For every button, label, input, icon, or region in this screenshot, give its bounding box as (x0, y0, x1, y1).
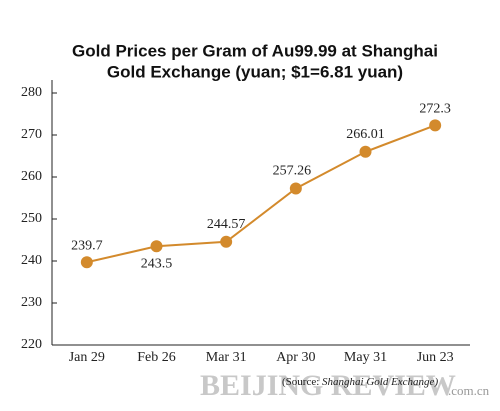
x-tick-label: Jan 29 (69, 350, 105, 365)
chart-title: Gold Prices per Gram of Au99.99 at Shang… (72, 41, 438, 60)
source: (Source: Shanghai Gold Exchange) (282, 376, 438, 388)
y-tick-label: 240 (21, 253, 42, 268)
value-label: 272.3 (419, 102, 451, 117)
y-tick-label: 250 (21, 211, 42, 226)
x-tick-label: Mar 31 (206, 350, 247, 365)
x-tick-label: Jun 23 (417, 350, 454, 365)
y-tick-label: 230 (21, 295, 42, 310)
value-label: 244.57 (207, 217, 246, 232)
marker (150, 240, 163, 253)
marker (220, 235, 233, 248)
watermark: BEIJING REVIEW (200, 369, 456, 402)
value-label: 243.5 (141, 257, 173, 272)
value-label: 239.7 (71, 238, 103, 253)
value-label: 266.01 (346, 127, 385, 142)
source-prefix: (Source: (282, 376, 322, 388)
y-tick-label: 270 (21, 127, 42, 142)
line (86, 124, 436, 264)
watermark-suffix: .com.cn (448, 383, 490, 398)
marker (359, 145, 372, 158)
y-tick-label: 260 (21, 169, 42, 184)
marker (289, 182, 302, 195)
source-name: Shanghai Gold Exchange) (322, 376, 438, 388)
x-tick-label: Apr 30 (276, 350, 315, 365)
chart-title: Gold Exchange (yuan; $1=6.81 yuan) (107, 62, 403, 81)
x-tick-label: May 31 (344, 350, 387, 365)
marker (429, 119, 442, 132)
y-tick-label: 220 (21, 337, 42, 352)
marker (80, 256, 93, 269)
value-label: 257.26 (273, 164, 312, 179)
y-tick-label: 280 (21, 85, 42, 100)
x-tick-label: Feb 26 (137, 350, 176, 365)
